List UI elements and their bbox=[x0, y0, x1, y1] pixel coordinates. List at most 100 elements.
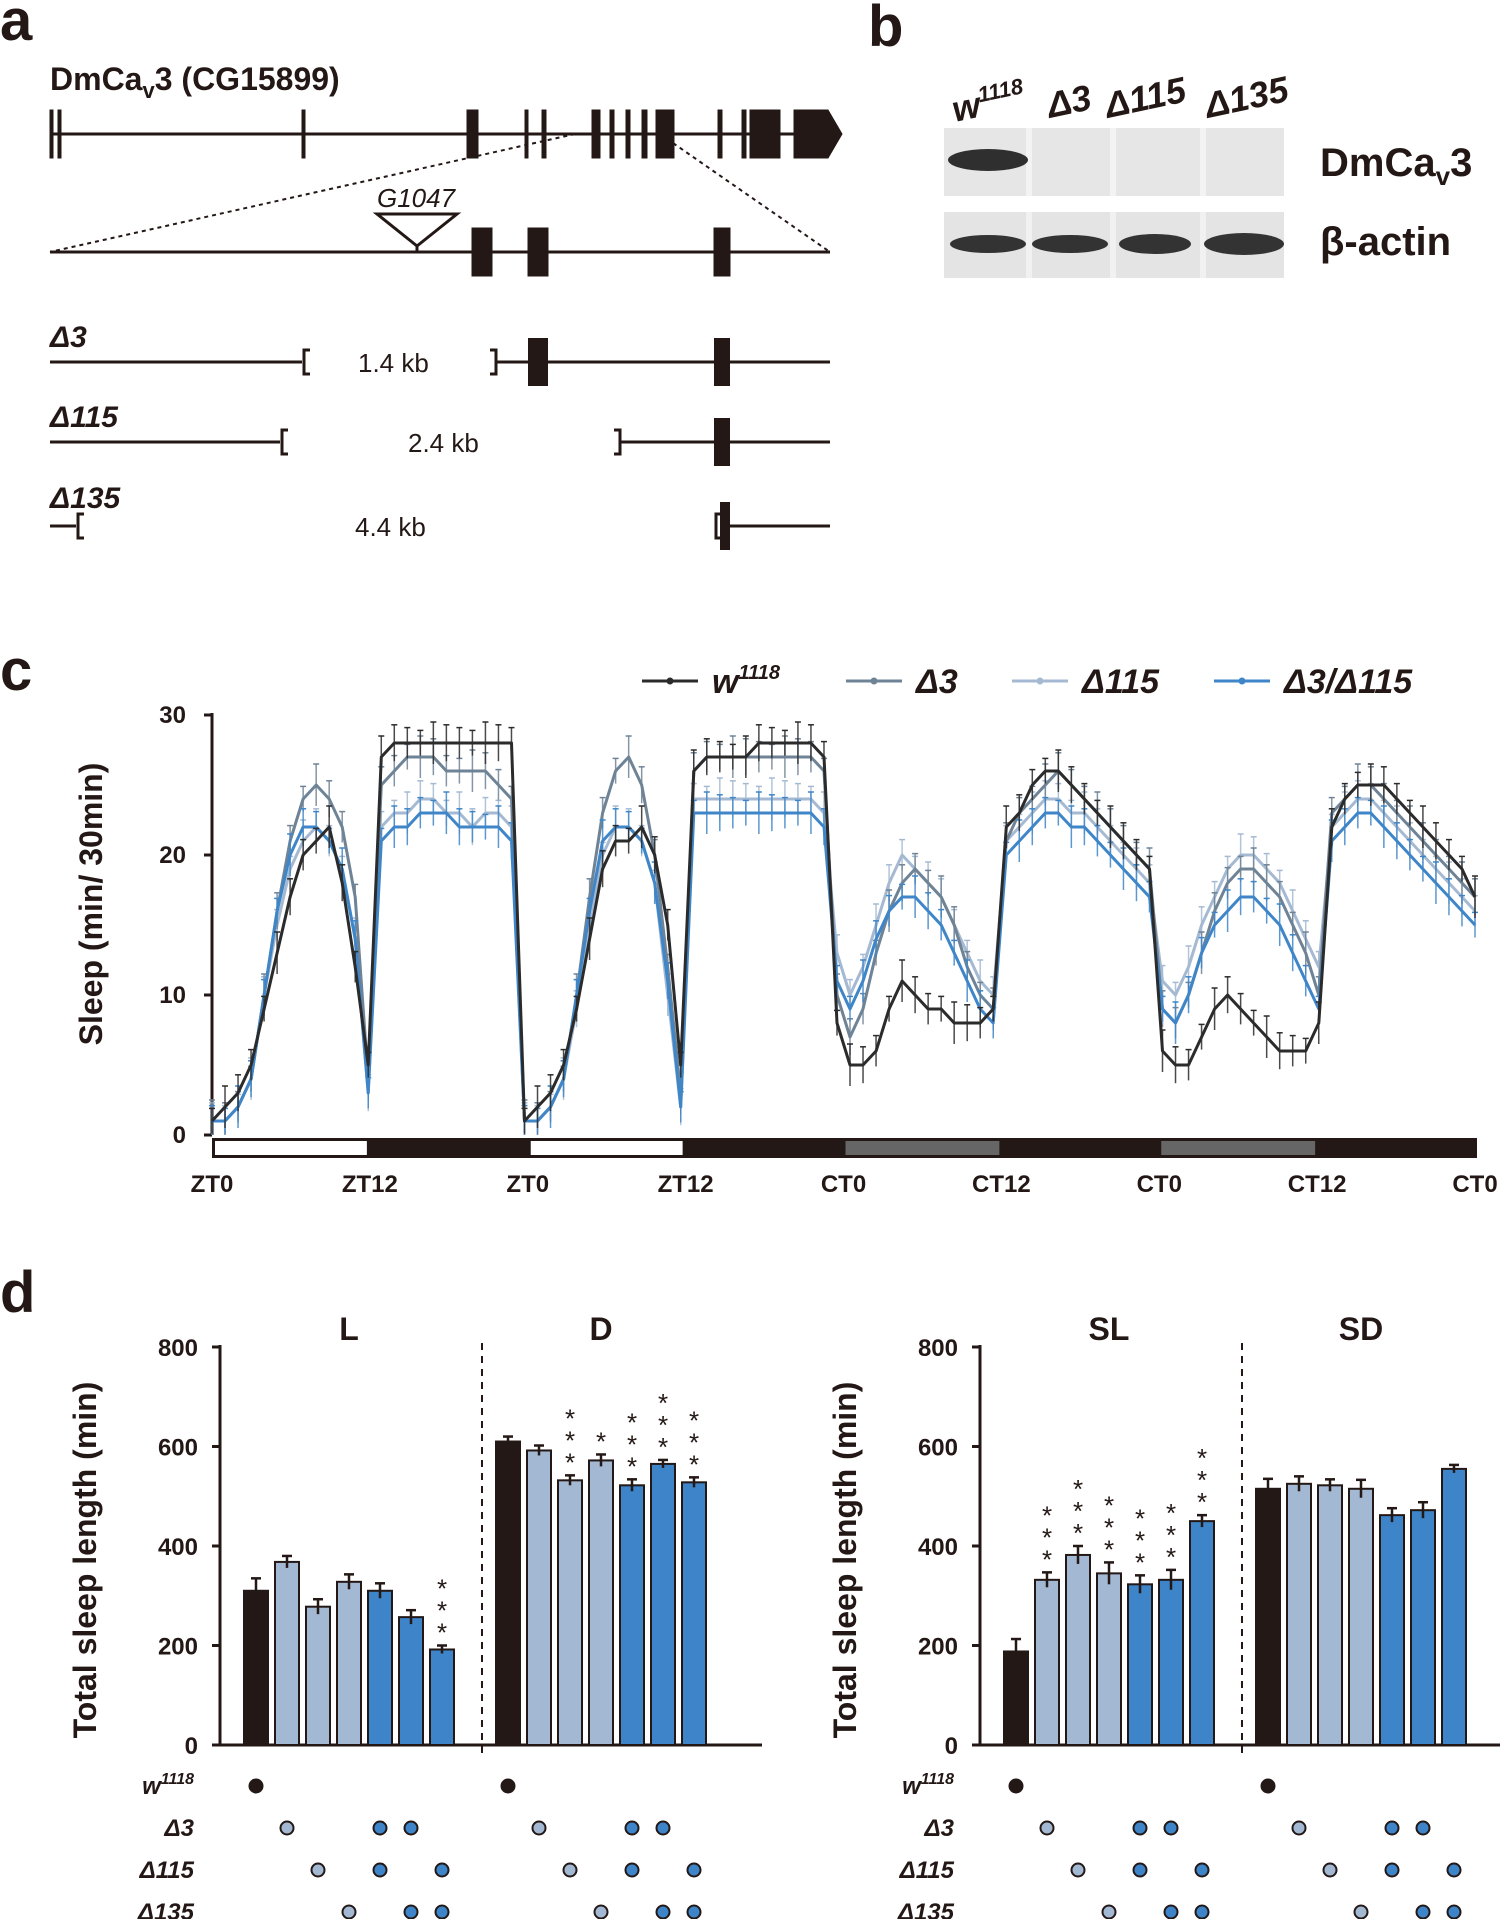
genotype-dot bbox=[434, 1862, 450, 1878]
sig-star: * bbox=[689, 1427, 699, 1457]
genotype-dot bbox=[624, 1862, 640, 1878]
genotype-dot bbox=[434, 1904, 450, 1919]
genotype-dot bbox=[1446, 1862, 1462, 1878]
sig-star: * bbox=[1197, 1443, 1207, 1473]
sig-star: * bbox=[565, 1425, 575, 1455]
sig-star: * bbox=[1073, 1474, 1083, 1504]
genotype-dot bbox=[372, 1862, 388, 1878]
lane-d135: Δ135 bbox=[1199, 68, 1293, 126]
sig-star: * bbox=[658, 1432, 668, 1462]
genotype-dot bbox=[372, 1820, 388, 1836]
bar bbox=[305, 1605, 331, 1746]
x-tick-label: ZT0 bbox=[506, 1171, 549, 1198]
group-title: SL bbox=[1089, 1311, 1130, 1347]
legend-marker bbox=[1036, 677, 1044, 685]
y-tick-label: 20 bbox=[159, 842, 186, 869]
group-title: SD bbox=[1339, 1311, 1383, 1347]
sig-star: * bbox=[627, 1451, 637, 1481]
x-tick-label: ZT12 bbox=[658, 1171, 714, 1198]
sig-star: * bbox=[437, 1574, 447, 1604]
genotype-dot bbox=[562, 1862, 578, 1878]
sig-star: * bbox=[1073, 1496, 1083, 1526]
genotype-dot bbox=[1384, 1862, 1400, 1878]
y-tick-label: 800 bbox=[158, 1335, 198, 1362]
gene-title: DmCav3 (CG15899) bbox=[50, 61, 340, 103]
bar bbox=[429, 1648, 455, 1746]
genotype-dot bbox=[1415, 1904, 1431, 1919]
bar bbox=[1317, 1484, 1343, 1747]
x-tick-label: CT0 bbox=[1137, 1171, 1182, 1198]
sig-star: * bbox=[565, 1447, 575, 1477]
bar bbox=[367, 1589, 393, 1747]
sleep-axes: 0 10 20 30 bbox=[159, 702, 214, 1149]
genotype-dot bbox=[403, 1820, 419, 1836]
series-line bbox=[212, 797, 1477, 1123]
deletion-d3 bbox=[50, 338, 830, 386]
sig-star: * bbox=[1042, 1500, 1052, 1530]
bar bbox=[1034, 1578, 1060, 1746]
sig-star: * bbox=[1042, 1544, 1052, 1574]
sig-star: * bbox=[1166, 1498, 1176, 1528]
series-line bbox=[210, 741, 1477, 1123]
bar bbox=[681, 1481, 707, 1746]
bar bbox=[650, 1462, 676, 1746]
bar bbox=[336, 1580, 362, 1746]
bar bbox=[1379, 1514, 1405, 1747]
genotype-dot bbox=[1039, 1820, 1055, 1836]
light-segment bbox=[215, 1141, 367, 1155]
panel-b: b w1118 Δ3 Δ115 Δ135 DmCav3 β-actin bbox=[868, 0, 1472, 278]
genotype-dot bbox=[248, 1778, 264, 1794]
light-segment bbox=[1161, 1141, 1316, 1155]
sig-star: * bbox=[658, 1388, 668, 1418]
y-tick-label: 0 bbox=[185, 1733, 198, 1760]
panel-d-label: d bbox=[0, 1260, 35, 1325]
allele-d3-size: 1.4 kb bbox=[358, 348, 429, 378]
y-tick-label: 400 bbox=[158, 1534, 198, 1561]
genotype-dot bbox=[593, 1904, 609, 1919]
sig-star: * bbox=[1042, 1522, 1052, 1552]
series-d115 bbox=[209, 777, 1478, 1135]
bar bbox=[274, 1560, 300, 1747]
panel-c: c Sleep (min/ 30min) w1118 Δ3 Δ115 Δ3/Δ115 … bbox=[0, 638, 1498, 1198]
genotype-dot bbox=[1415, 1820, 1431, 1836]
bar bbox=[1003, 1650, 1029, 1746]
sig-star: * bbox=[1104, 1512, 1114, 1542]
sig-star: * bbox=[1197, 1465, 1207, 1495]
genotype-dot bbox=[1260, 1778, 1276, 1794]
genotype-dot bbox=[1353, 1904, 1369, 1919]
light-segment bbox=[685, 1138, 844, 1158]
genotype-dot bbox=[1163, 1820, 1179, 1836]
y-tick-label: 30 bbox=[159, 702, 186, 729]
sig-star: * bbox=[689, 1449, 699, 1479]
genotype-row-label: Δ135 bbox=[897, 1899, 955, 1919]
bar bbox=[1348, 1487, 1374, 1746]
genotype-dot bbox=[1132, 1820, 1148, 1836]
panel-b-label: b bbox=[868, 0, 903, 59]
genotype-dot bbox=[624, 1820, 640, 1836]
genotype-dot bbox=[1291, 1820, 1307, 1836]
band-w1118 bbox=[948, 149, 1028, 171]
expanded-region bbox=[50, 212, 830, 277]
genotype-dot bbox=[655, 1904, 671, 1919]
legend-label: Δ3 bbox=[914, 663, 958, 701]
bar-y-axis-title-right: Total sleep length (min) bbox=[827, 1382, 863, 1739]
x-tick-label: CT0 bbox=[821, 1171, 866, 1198]
y-tick-label: 400 bbox=[918, 1534, 958, 1561]
y-tick-label: 0 bbox=[945, 1733, 958, 1760]
y-tick-label: 200 bbox=[918, 1634, 958, 1661]
sig-star: * bbox=[658, 1410, 668, 1440]
series-d3_d115 bbox=[209, 791, 1478, 1135]
genotype-dot bbox=[531, 1820, 547, 1836]
lane-d3: Δ3 bbox=[1041, 77, 1095, 127]
legend-marker bbox=[666, 677, 674, 685]
x-tick-label: CT12 bbox=[972, 1171, 1031, 1198]
allele-d115-label: Δ115 bbox=[49, 401, 119, 434]
genotype-dot bbox=[686, 1904, 702, 1919]
bar bbox=[495, 1440, 521, 1747]
y-tick-label: 800 bbox=[918, 1335, 958, 1362]
light-dark-bar: ZT0 ZT12 ZT0 ZT12 CT0 CT12 CT0 CT12 CT0 bbox=[191, 1138, 1498, 1198]
sig-star: * bbox=[1104, 1490, 1114, 1520]
genotype-dot bbox=[1070, 1862, 1086, 1878]
